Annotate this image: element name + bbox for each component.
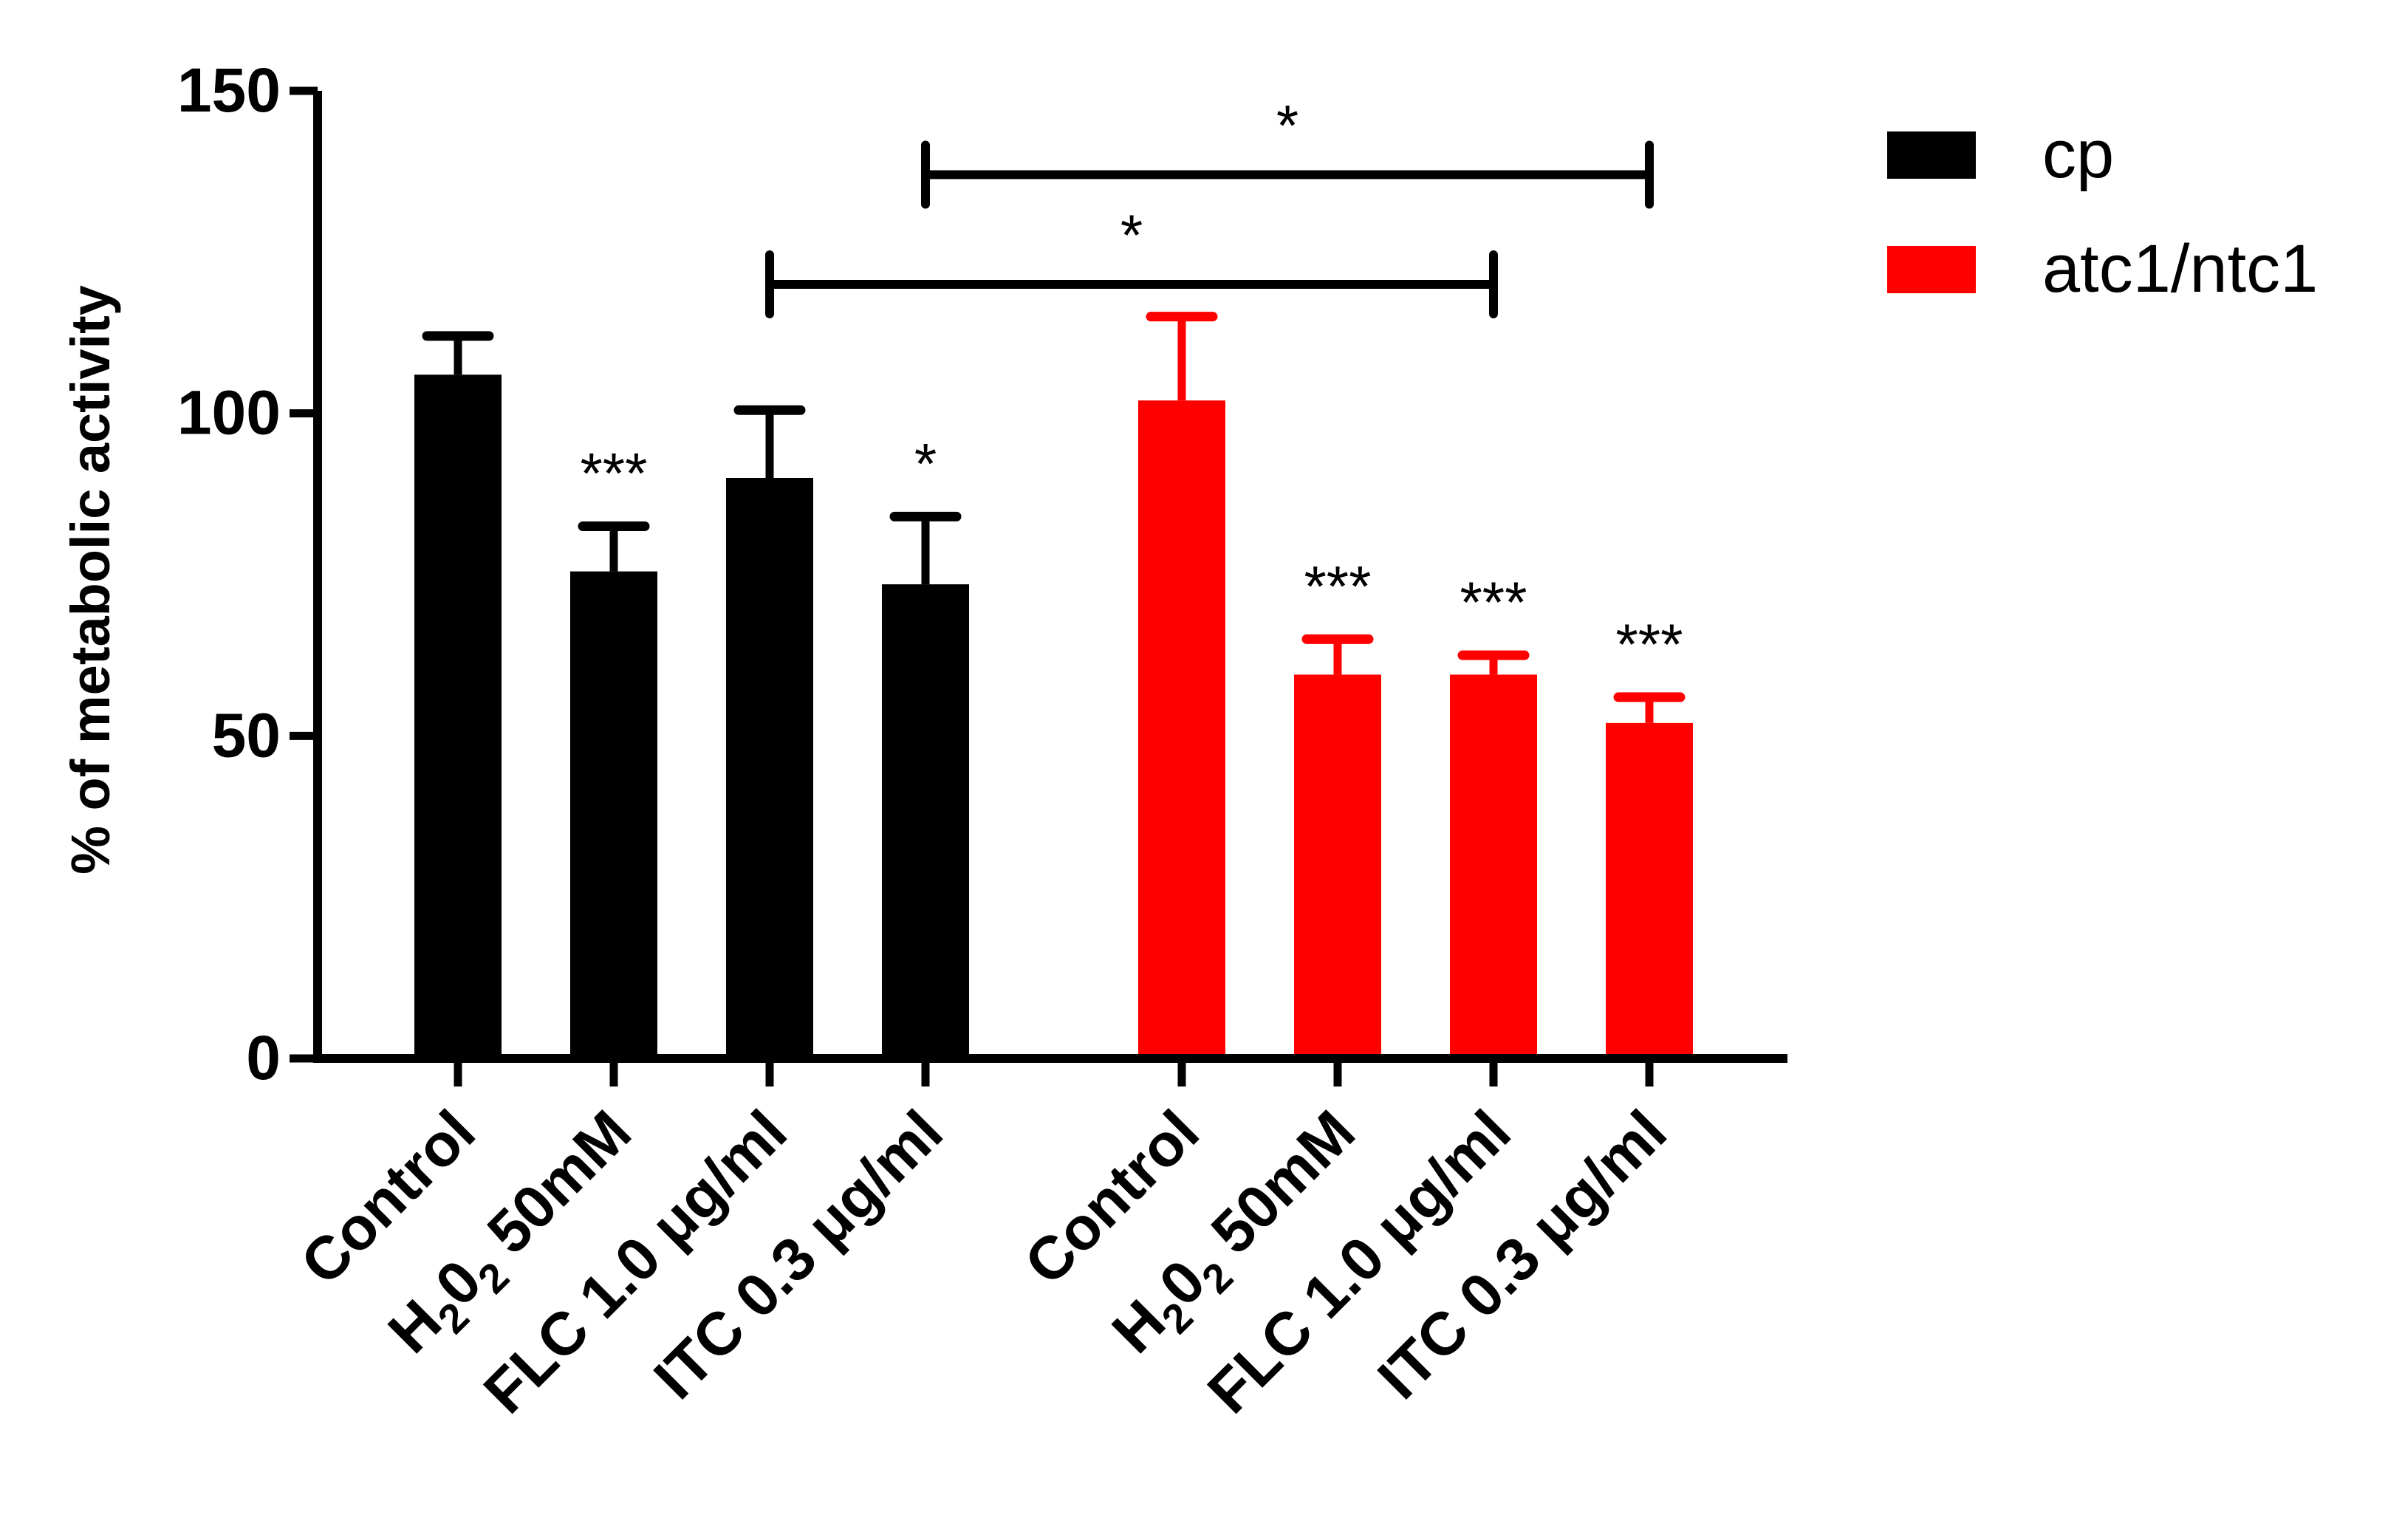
bar-cp-1 bbox=[570, 571, 657, 1058]
bars-layer: *** **** ******** bbox=[414, 93, 1693, 1058]
bar-cp-2 bbox=[726, 478, 813, 1058]
y-tick-label-0: 0 bbox=[246, 1023, 281, 1092]
significance-atc1/ntc1-3: *** bbox=[1615, 612, 1683, 677]
bar-atc1/ntc1-1 bbox=[1294, 674, 1381, 1058]
significance-atc1/ntc1-2: *** bbox=[1460, 569, 1527, 634]
significance-atc1/ntc1-1: *** bbox=[1304, 553, 1371, 618]
y-tick-label-150: 150 bbox=[177, 55, 281, 125]
legend-swatch-cp bbox=[1887, 131, 1976, 179]
legend-label-cp: cp bbox=[2042, 117, 2114, 192]
bar-atc1/ntc1-3 bbox=[1606, 722, 1693, 1058]
y-axis-label: % of metabolic activity bbox=[60, 285, 121, 875]
y-tick-label-50: 50 bbox=[212, 700, 281, 770]
bar-cp-0 bbox=[414, 374, 502, 1058]
bar-atc1/ntc1-0 bbox=[1138, 400, 1225, 1058]
legend-swatch-atc1/ntc1 bbox=[1887, 246, 1976, 293]
significance-cp-1: *** bbox=[580, 441, 647, 506]
bar-atc1/ntc1-2 bbox=[1450, 674, 1537, 1058]
comparison-label-0: * bbox=[1120, 202, 1143, 267]
legend-label-atc1/ntc1: atc1/ntc1 bbox=[2042, 231, 2318, 307]
legend: cp atc1/ntc1 bbox=[1887, 117, 2318, 307]
y-tick-label-100: 100 bbox=[177, 378, 281, 448]
significance-cp-3: * bbox=[914, 431, 937, 496]
bar-cp-3 bbox=[882, 584, 969, 1058]
comparison-label-1: * bbox=[1276, 93, 1298, 158]
